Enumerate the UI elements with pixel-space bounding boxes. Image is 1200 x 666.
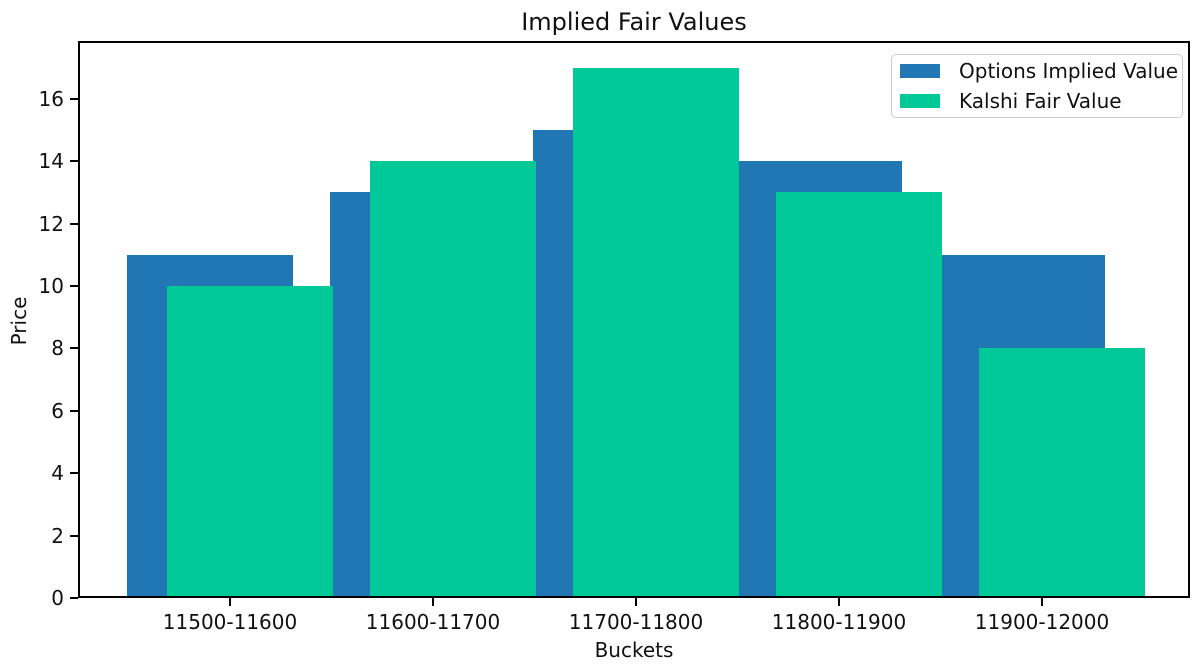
x-tick xyxy=(229,598,231,606)
x-tick-label: 11800-11900 xyxy=(771,610,907,634)
y-tick-label: 10 xyxy=(38,273,64,298)
x-tick xyxy=(838,598,840,606)
legend-label-options-implied-value: Options Implied Value xyxy=(959,59,1178,83)
y-tick-label: 4 xyxy=(51,461,64,486)
chart-title: Implied Fair Values xyxy=(521,8,747,36)
y-tick xyxy=(70,597,78,599)
y-tick xyxy=(70,222,78,225)
x-tick xyxy=(1041,598,1043,606)
y-axis-label: Price xyxy=(7,296,31,346)
plot-area xyxy=(78,41,1190,598)
x-tick xyxy=(635,598,637,606)
y-tick-label: 6 xyxy=(51,398,64,423)
legend-swatch-kalshi-fair-value xyxy=(900,94,940,108)
y-tick xyxy=(70,347,78,350)
y-tick-label: 14 xyxy=(38,149,64,174)
legend-item-kalshi-fair-value: Kalshi Fair Value xyxy=(900,89,1174,113)
y-tick-label: 2 xyxy=(51,523,64,548)
legend: Options Implied Value Kalshi Fair Value xyxy=(891,54,1183,118)
y-tick xyxy=(70,97,78,100)
y-tick xyxy=(70,284,78,287)
legend-swatch-options-implied-value xyxy=(900,64,940,78)
x-tick-label: 11600-11700 xyxy=(365,610,501,634)
legend-label-kalshi-fair-value: Kalshi Fair Value xyxy=(959,89,1122,113)
y-tick-label: 0 xyxy=(51,586,64,610)
x-axis-label: Buckets xyxy=(594,638,674,662)
x-tick-label: 11500-11600 xyxy=(162,610,298,634)
y-tick xyxy=(70,534,78,537)
bar-kalshi-fair-value-11600-11700 xyxy=(370,161,537,598)
y-tick xyxy=(70,472,78,475)
bar-kalshi-fair-value-11700-11800 xyxy=(573,67,740,598)
x-tick-label: 11700-11800 xyxy=(568,610,704,634)
y-tick-label: 8 xyxy=(51,336,64,361)
bar-kalshi-fair-value-11500-11600 xyxy=(167,285,334,598)
y-tick xyxy=(70,160,78,163)
y-tick-label: 12 xyxy=(38,211,64,236)
x-tick-label: 11900-12000 xyxy=(974,610,1110,634)
y-tick xyxy=(70,409,78,412)
legend-item-options-implied-value: Options Implied Value xyxy=(900,59,1178,83)
bar-kalshi-fair-value-11900-12000 xyxy=(979,348,1146,598)
x-tick xyxy=(432,598,434,606)
y-tick-label: 16 xyxy=(38,86,64,111)
bar-kalshi-fair-value-11800-11900 xyxy=(776,192,943,598)
